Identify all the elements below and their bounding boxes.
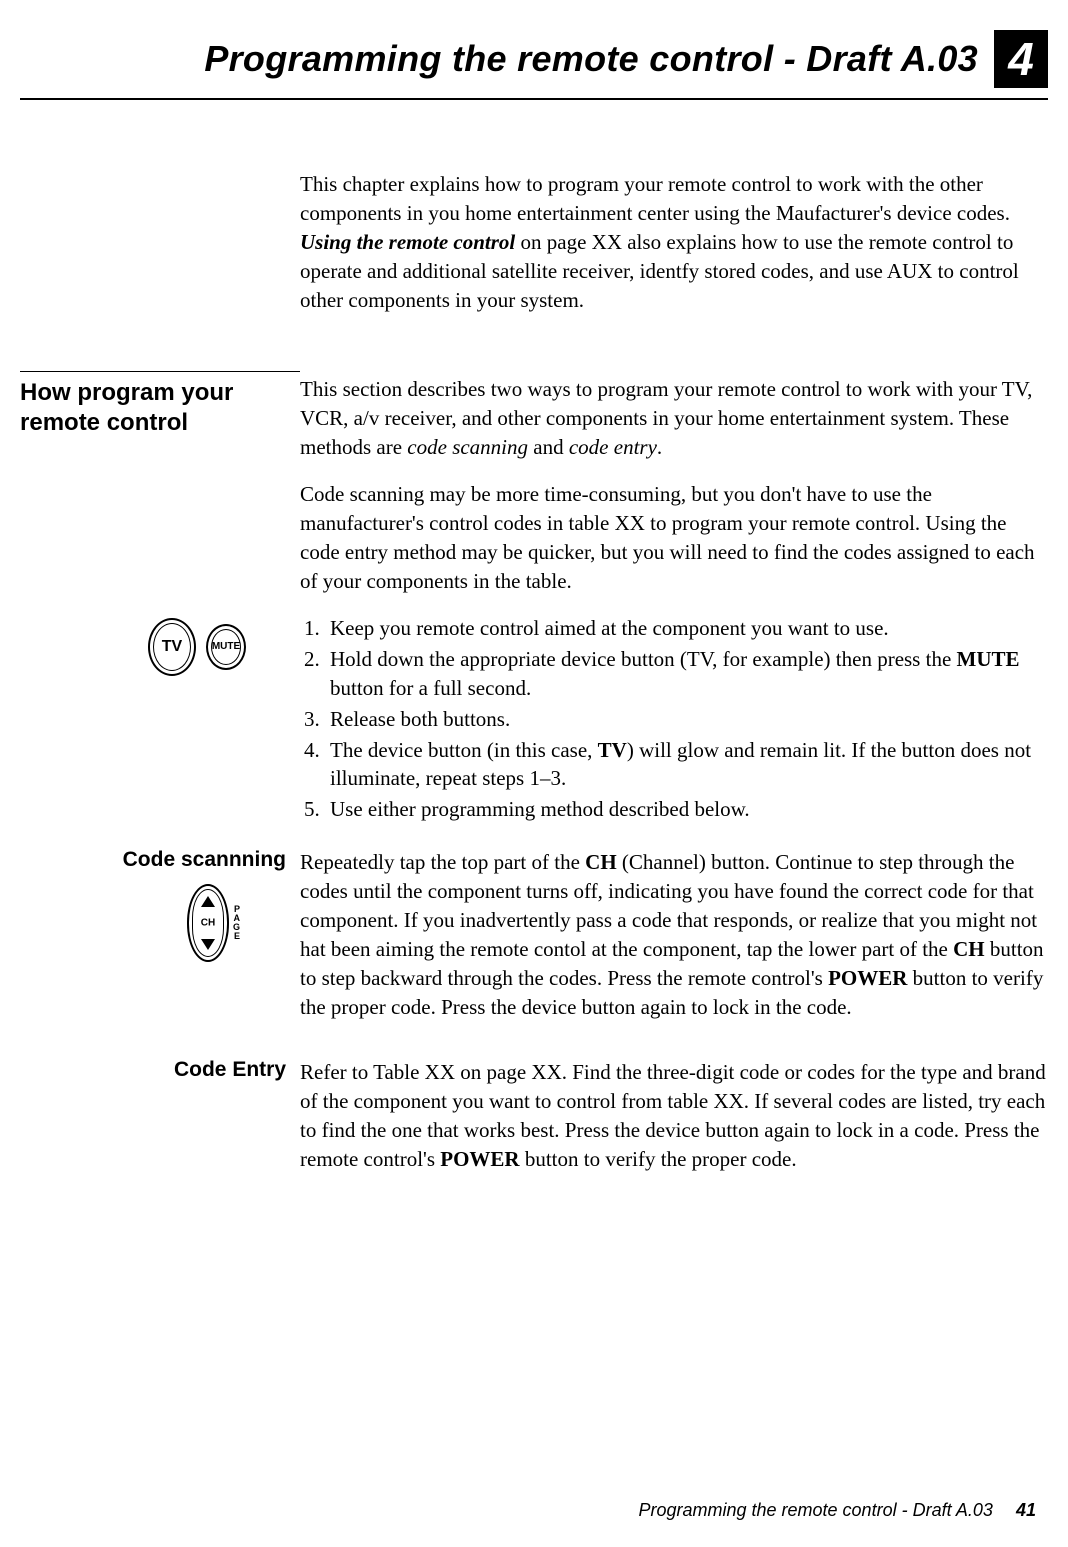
header-rule (20, 98, 1048, 100)
ch-label: CH (201, 918, 215, 929)
section-divider (20, 371, 300, 372)
subheading-code-entry: Code Entry (20, 1058, 286, 1082)
ch-rocker-icon: CH (187, 884, 229, 962)
section-heading-line1: How program your (20, 378, 286, 408)
code-scanning-paragraph: Repeatedly tap the top part of the CH (C… (300, 848, 1048, 1022)
programming-steps-list: Keep you remote control aimed at the com… (300, 614, 1048, 825)
page-number: 41 (1016, 1500, 1036, 1520)
ch-up-arrow-icon (201, 896, 215, 907)
section-heading-line2: remote control (20, 408, 286, 438)
step-3: Release both buttons. (300, 705, 1048, 734)
intro-xref: Using the remote control (300, 230, 515, 254)
chapter-number: 4 (1008, 36, 1034, 82)
page-vertical-label: P A G E (233, 905, 240, 941)
intro-paragraph: This chapter explains how to program you… (300, 170, 1048, 315)
page-footer: Programming the remote control - Draft A… (638, 1500, 1036, 1521)
step-2: Hold down the appropriate device button … (300, 645, 1048, 703)
section-heading-how-program: How program your remote control (20, 378, 286, 438)
footer-text: Programming the remote control - Draft A… (638, 1500, 992, 1520)
tv-button-icon: TV (148, 618, 196, 676)
section1-para2: Code scanning may be more time-consuming… (300, 480, 1048, 596)
tv-mute-icons: TV MUTE (20, 614, 286, 676)
ch-down-arrow-icon (201, 939, 215, 950)
section1-para1: This section describes two ways to progr… (300, 375, 1048, 462)
step-4: The device button (in this case, TV) wil… (300, 736, 1048, 794)
page-header: Programming the remote control - Draft A… (20, 30, 1048, 88)
subheading-code-scanning: Code scannning (20, 848, 286, 872)
intro-part-1: This chapter explains how to program you… (300, 172, 1010, 225)
ch-button-icon-wrap: CH P A G E (20, 872, 286, 962)
code-entry-paragraph: Refer to Table XX on page XX. Find the t… (300, 1058, 1048, 1174)
mute-button-icon: MUTE (206, 624, 246, 670)
step-1: Keep you remote control aimed at the com… (300, 614, 1048, 643)
step-5: Use either programming method described … (300, 795, 1048, 824)
chapter-title: Programming the remote control - Draft A… (204, 38, 978, 80)
chapter-number-badge: 4 (994, 30, 1048, 88)
